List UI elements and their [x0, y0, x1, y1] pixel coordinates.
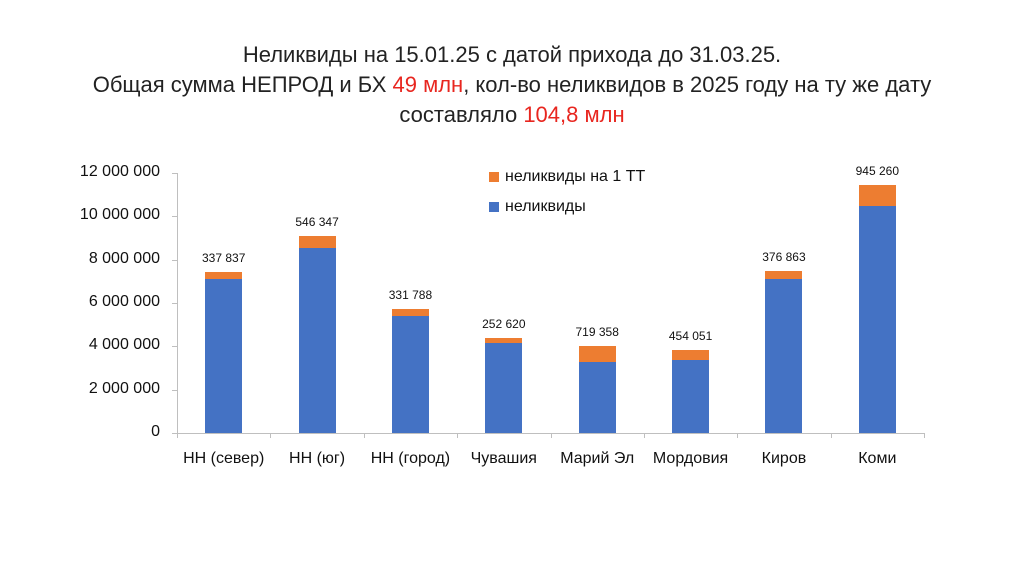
legend-item-blue: неликвиды: [489, 192, 645, 222]
x-tick-mark: [924, 433, 925, 438]
data-label: 546 347: [295, 215, 339, 230]
x-tick-mark: [457, 433, 458, 438]
x-tick-mark: [644, 433, 645, 438]
x-tick-mark: [364, 433, 365, 438]
title-line-3-text: составляло: [399, 102, 524, 127]
legend-label: неликвиды на 1 ТТ: [505, 168, 646, 185]
x-category-label: Чувашия: [470, 450, 537, 467]
bar-segment-neliquid[interactable]: [391, 316, 429, 433]
y-tick-mark: [172, 216, 177, 217]
y-tick-label: 6 000 000: [88, 293, 160, 310]
chart-title: Неликвиды на 15.01.25 с датой прихода до…: [0, 40, 1024, 130]
title-line-2-text: Общая сумма НЕПРОД и БХ: [92, 72, 393, 97]
bar-segment-neliquid[interactable]: [578, 361, 616, 433]
legend: неликвиды на 1 ТТ неликвиды: [489, 162, 645, 222]
y-tick-label: 4 000 000: [88, 336, 160, 354]
x-tick-mark: [551, 433, 552, 438]
y-tick-mark: [172, 260, 177, 261]
x-tick-mark: [737, 433, 738, 438]
title-2025-highlight: 104,8 млн: [523, 102, 625, 127]
bar-segment-neliquid[interactable]: [672, 359, 710, 433]
y-tick-mark: [172, 303, 177, 304]
y-tick-label: 0: [151, 423, 160, 440]
x-category-label: НН (север): [183, 450, 265, 467]
bar-segment-neliquid-per-tt[interactable]: [485, 337, 523, 344]
y-tick-mark: [172, 346, 177, 347]
x-tick-mark: [270, 433, 271, 438]
legend-label: неликвиды: [505, 198, 586, 215]
title-total-highlight: 49 млн: [392, 72, 464, 97]
bar-segment-neliquid-per-tt[interactable]: [765, 271, 803, 280]
bar-segment-neliquid-per-tt[interactable]: [578, 346, 616, 362]
data-label: 945 260: [855, 164, 899, 179]
y-tick-mark: [172, 433, 177, 434]
x-category-label: Киров: [761, 450, 807, 467]
legend-swatch-blue-icon: [489, 202, 499, 212]
title-line-1: Неликвиды на 15.01.25 с датой прихода до…: [242, 42, 782, 67]
bar-segment-neliquid[interactable]: [858, 205, 896, 433]
bar-segment-neliquid-per-tt[interactable]: [298, 236, 336, 248]
bar-segment-neliquid[interactable]: [765, 279, 803, 433]
x-category-label: Марий Эл: [560, 450, 635, 467]
x-category-label: Мордовия: [652, 450, 729, 467]
y-tick-label: 12 000 000: [79, 163, 160, 180]
legend-swatch-orange-icon: [489, 172, 499, 182]
y-tick-label: 2 000 000: [88, 379, 160, 397]
data-label: 376 863: [762, 250, 806, 264]
x-axis-line: [177, 433, 924, 434]
bar-segment-neliquid-per-tt[interactable]: [672, 350, 710, 360]
y-axis-line: [177, 173, 178, 434]
data-label: 454 051: [668, 329, 713, 344]
x-tick-mark: [177, 433, 178, 438]
bar-segment-neliquid[interactable]: [298, 247, 336, 433]
data-label: 331 788: [388, 287, 433, 302]
bar-segment-neliquid[interactable]: [205, 279, 243, 433]
data-label: 719 358: [575, 325, 619, 340]
y-tick-mark: [172, 390, 177, 391]
bar-segment-neliquid-per-tt[interactable]: [391, 308, 429, 316]
title-line-2-text-end: , кол-во неликвидов в 2025 году на ту же…: [463, 72, 932, 97]
y-tick-mark: [172, 173, 177, 174]
bar-segment-neliquid-per-tt[interactable]: [858, 185, 896, 206]
legend-item-orange: неликвиды на 1 ТТ: [489, 162, 645, 192]
bar-segment-neliquid[interactable]: [485, 343, 523, 433]
bar-segment-neliquid-per-tt[interactable]: [205, 271, 243, 280]
title-line-3: составляло 104,8 млн: [0, 100, 1024, 130]
x-category-label: Коми: [858, 450, 897, 467]
x-category-label: НН (город): [370, 450, 451, 467]
x-tick-mark: [831, 433, 832, 438]
title-line-2: Общая сумма НЕПРОД и БХ 49 млн, кол-во н…: [0, 70, 1024, 100]
data-label: 252 620: [482, 316, 526, 331]
data-label: 337 837: [201, 250, 246, 265]
x-category-label: НН (юг): [289, 450, 346, 467]
y-tick-label: 8 000 000: [88, 249, 160, 267]
y-tick-label: 10 000 000: [79, 206, 160, 224]
